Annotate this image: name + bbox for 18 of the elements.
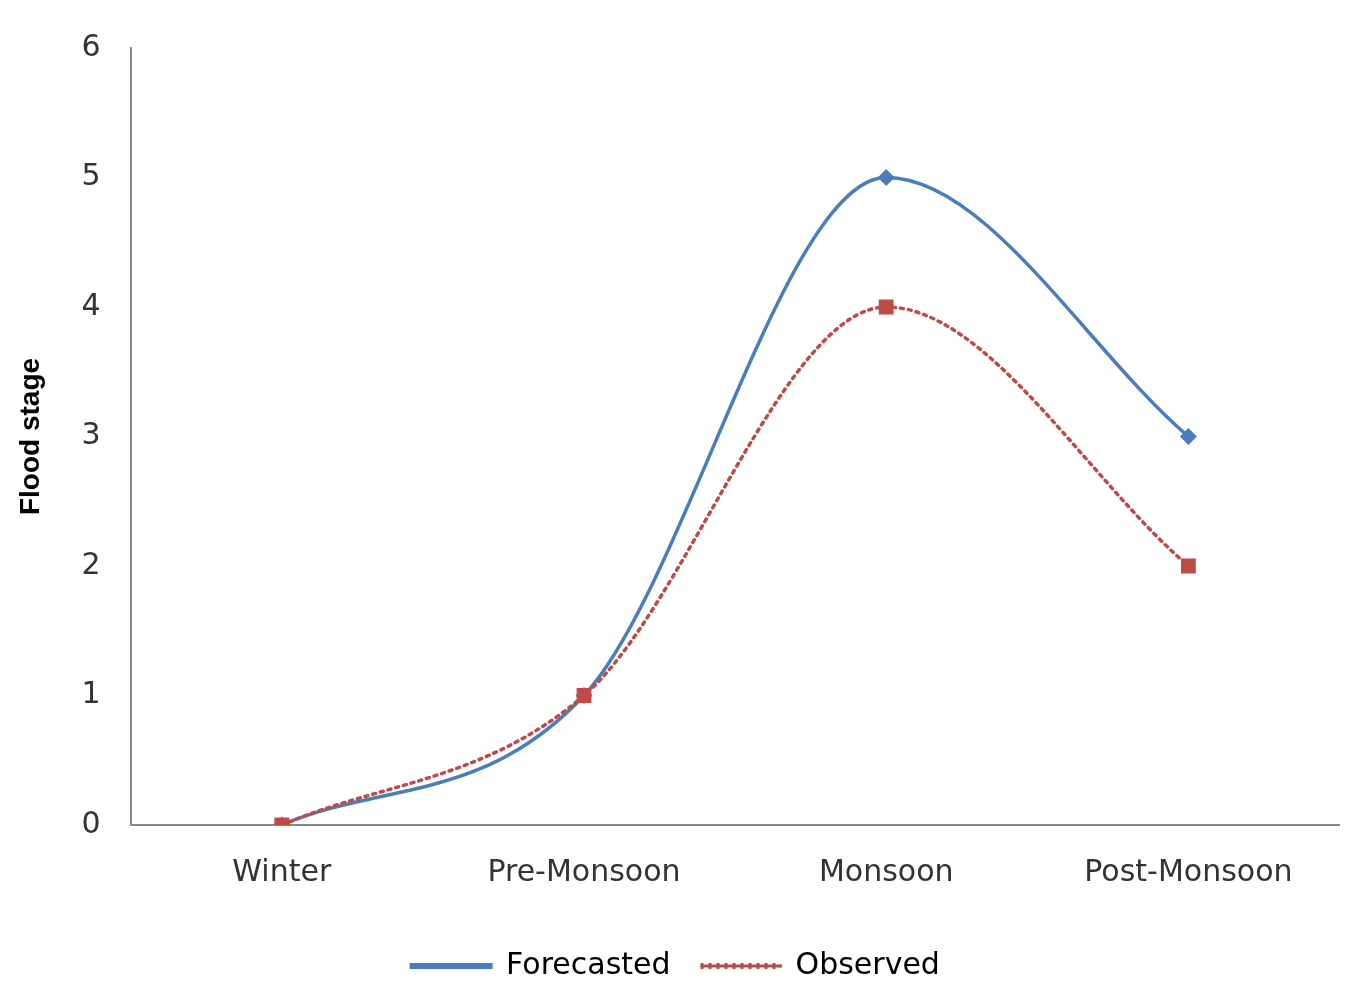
y-tick-label: 5 [81,157,101,193]
y-tick-label: 1 [81,675,101,711]
y-axis-title: Flood stage [13,357,45,516]
point [1180,558,1196,574]
y-tick-label: 6 [81,27,101,63]
y-tick-label: 0 [81,804,101,840]
y-tick-label: 3 [81,416,101,452]
x-tick-label: Monsoon [818,852,954,888]
point [878,299,894,315]
legend-label: Forecasted [506,945,671,981]
y-tick-label: 4 [81,286,101,322]
x-tick-label: Post-Monsoon [1084,852,1293,888]
x-tick-label: Winter [232,852,332,888]
legend-label: Observed [795,945,940,981]
point [1180,428,1197,445]
y-tick-label: 2 [81,545,101,581]
x-tick-label: Pre-Monsoon [487,852,681,888]
point [878,169,894,186]
